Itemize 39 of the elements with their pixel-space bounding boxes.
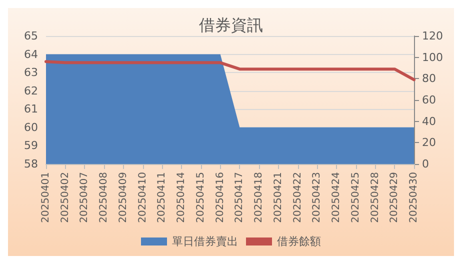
y2-tick-label: 0 bbox=[422, 158, 429, 170]
y-tick-label: 61 bbox=[24, 102, 38, 116]
y-tick-label: 64 bbox=[24, 48, 38, 61]
x-tick-label: 20250425 bbox=[350, 172, 362, 223]
y-tick-label: 60 bbox=[24, 120, 38, 134]
y2-tick-label: 100 bbox=[422, 50, 443, 64]
x-tick-label: 20250423 bbox=[312, 172, 323, 223]
x-tick-label: 20250417 bbox=[234, 172, 246, 223]
y-tick-label: 63 bbox=[24, 66, 38, 80]
y2-tick-label: 40 bbox=[422, 114, 436, 128]
x-tick-label: 20250407 bbox=[79, 172, 90, 223]
legend-label: 單日借券賣出 bbox=[172, 235, 238, 248]
x-tick-label: 20250409 bbox=[118, 172, 129, 223]
x-tick-label: 20250408 bbox=[98, 172, 110, 223]
legend-label: 借券餘額 bbox=[277, 235, 321, 248]
x-tick-label: 20250415 bbox=[195, 172, 206, 223]
y2-tick-label: 120 bbox=[422, 30, 443, 42]
x-tick-label: 20250421 bbox=[272, 172, 284, 223]
y-tick-label: 65 bbox=[24, 30, 38, 42]
chart-title: 借券資訊 bbox=[199, 16, 263, 34]
line-series bbox=[44, 60, 416, 82]
x-tick-label: 20250411 bbox=[156, 172, 168, 223]
y2-tick-label: 60 bbox=[422, 94, 436, 106]
y-tick-label: 62 bbox=[24, 84, 38, 98]
x-tick-label: 20250428 bbox=[370, 172, 381, 223]
x-tick-label: 20250414 bbox=[176, 172, 188, 223]
x-tick-label: 20250429 bbox=[389, 172, 400, 223]
x-tick-label: 20250430 bbox=[408, 172, 420, 223]
x-tick-label: 20250418 bbox=[254, 172, 265, 223]
x-tick-label: 20250410 bbox=[137, 172, 148, 223]
y-tick-label: 58 bbox=[24, 158, 38, 170]
x-tick-label: 20250401 bbox=[40, 172, 52, 223]
x-tick-label: 20250402 bbox=[60, 172, 71, 223]
y-tick-label: 59 bbox=[24, 139, 38, 152]
x-tick-label: 20250416 bbox=[214, 172, 226, 223]
x-tick-label: 20250424 bbox=[331, 172, 342, 223]
x-tick-label: 20250422 bbox=[292, 172, 304, 223]
y2-tick-label: 20 bbox=[422, 136, 436, 150]
y2-tick-label: 80 bbox=[422, 72, 436, 86]
